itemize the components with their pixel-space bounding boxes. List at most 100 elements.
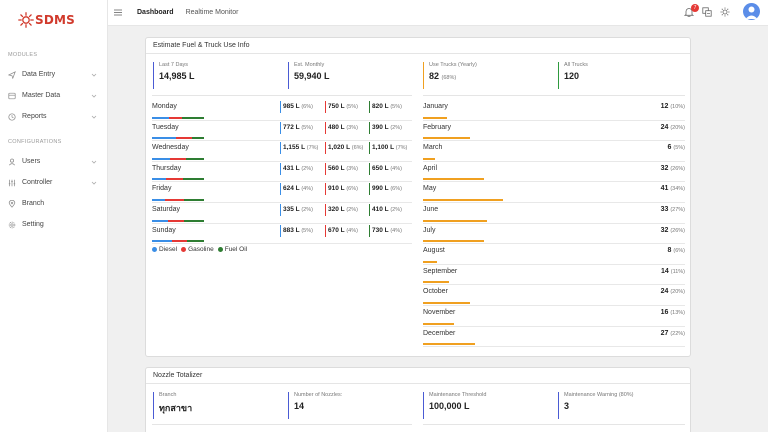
month-value: 8 (6%) xyxy=(668,247,685,254)
month-percent: (26%) xyxy=(670,227,685,234)
fuel-percent: (4%) xyxy=(346,227,358,234)
stat-use-trucks-yearly: Use Trucks (Yearly) 82 (68%) xyxy=(423,62,477,89)
stat-value: 14 xyxy=(294,401,305,411)
language-button[interactable] xyxy=(702,6,712,17)
fuel-percent: (2%) xyxy=(301,207,313,213)
stat-label: Use Trucks (Yearly) xyxy=(429,62,477,68)
diesel-cell: 624 L (4%) xyxy=(280,183,313,196)
chevron-down-icon xyxy=(91,73,97,77)
fuel-oil-cell: 990 L (6%) xyxy=(369,183,402,196)
theme-toggle-button[interactable] xyxy=(720,7,730,17)
gasoline-cell: 670 L (4%) xyxy=(325,224,358,237)
fuel-amount: 670 L xyxy=(328,226,345,234)
diesel-bar-segment xyxy=(152,219,169,222)
fuel-amount: 431 L xyxy=(283,164,300,172)
fuel-oil-cell: 410 L (2%) xyxy=(369,204,402,216)
database-icon xyxy=(8,92,16,99)
stat-label: Branch xyxy=(159,392,177,398)
gasoline-legend-dot xyxy=(181,247,187,252)
sidebar-item-controller[interactable]: Controller xyxy=(0,172,107,193)
legend-label: Gasoline xyxy=(188,246,214,253)
user-icon xyxy=(8,158,16,165)
chevron-down-icon xyxy=(91,94,97,98)
month-name: June xyxy=(423,206,439,213)
month-name: January xyxy=(423,103,448,110)
notification-button[interactable]: 7 xyxy=(683,3,699,17)
fuel-oil-bar-segment xyxy=(187,240,204,243)
month-row: October 24 (20%) xyxy=(423,285,685,306)
stat-label: Est. Monthly xyxy=(294,62,325,68)
sun-icon xyxy=(720,7,730,16)
month-name: December xyxy=(423,329,456,337)
diesel-bar-segment xyxy=(152,240,173,243)
card-title: Estimate Fuel & Truck Use Info xyxy=(146,38,690,54)
month-progress-bar xyxy=(423,178,485,181)
tab-dashboard[interactable]: Dashboard xyxy=(137,9,174,16)
stat-value: 59,940 L xyxy=(294,71,330,81)
fuel-percent: (5%) xyxy=(346,104,358,110)
fuel-oil-cell: 730 L (4%) xyxy=(369,224,402,237)
send-icon xyxy=(8,70,16,79)
day-row: Friday 624 L (4%) 910 L (6%) 990 L (6%) xyxy=(152,182,412,203)
stats-divider-left xyxy=(152,95,412,96)
month-count: 33 xyxy=(660,206,669,213)
fuel-oil-cell: 390 L (2%) xyxy=(369,121,402,134)
sidebar-item-users[interactable]: Users xyxy=(0,151,107,172)
day-fuel-bar xyxy=(152,240,204,243)
day-name: Sunday xyxy=(152,226,176,234)
month-row: May 41 (34%) xyxy=(423,182,685,203)
sidebar-item-label: Master Data xyxy=(22,92,61,99)
sidebar-item-data-entry[interactable]: Data Entry xyxy=(0,64,107,85)
diesel-bar-segment xyxy=(152,198,165,201)
fuel-truck-card: Estimate Fuel & Truck Use Info xyxy=(145,37,691,357)
month-row: September 14 (11%) xyxy=(423,265,685,286)
fuel-percent: (5%) xyxy=(301,124,313,131)
stat-value: 100,000 L xyxy=(429,401,470,411)
stat-label: Maintenance Threshold xyxy=(429,392,487,398)
month-progress-bar xyxy=(423,219,487,222)
chevron-down-icon xyxy=(91,181,97,185)
app-logo[interactable]: SDMS xyxy=(0,0,107,34)
tab-realtime-monitor[interactable]: Realtime Monitor xyxy=(185,9,239,16)
legend-label: Diesel xyxy=(159,246,178,253)
gasoline-bar-segment xyxy=(165,198,184,201)
fuel-percent: (3%) xyxy=(346,165,358,172)
fuel-oil-bar-segment xyxy=(183,219,204,222)
fuel-amount: 560 L xyxy=(328,164,345,172)
day-fuel-bar xyxy=(152,178,204,181)
stat-label: Maintenance Warning (80%) xyxy=(564,392,634,398)
month-percent: (20%) xyxy=(670,289,685,296)
fuel-percent: (3%) xyxy=(346,124,358,131)
month-progress-bar xyxy=(423,343,475,346)
month-name: March xyxy=(423,144,443,152)
fuel-amount: 910 L xyxy=(328,185,345,193)
stat-label: All Trucks xyxy=(564,62,588,68)
stat-percent: (68%) xyxy=(441,75,457,81)
gasoline-bar-segment xyxy=(169,116,183,119)
top-bar: Dashboard Realtime Monitor 7 xyxy=(108,0,768,26)
day-row: Wednesday 1,155 L (7%) 1,020 L (6%) 1,100 L… xyxy=(152,141,412,162)
month-name: August xyxy=(423,247,445,255)
sidebar-item-branch[interactable]: Branch xyxy=(0,193,107,214)
fuel-oil-legend-dot xyxy=(217,247,223,252)
fuel-amount: 320 L xyxy=(328,206,345,213)
sidebar-item-master-data[interactable]: Master Data xyxy=(0,85,107,106)
month-value: 24 (20%) xyxy=(661,288,685,295)
month-name: October xyxy=(423,288,448,296)
gasoline-bar-segment xyxy=(170,157,187,160)
month-percent: (26%) xyxy=(670,165,685,172)
day-row: Thursday 431 L (2%) 560 L (3%) 650 L (4%) xyxy=(152,162,412,183)
stat-all-trucks: All Trucks 120 xyxy=(558,62,588,89)
month-value: 12 (10%) xyxy=(661,103,685,110)
menu-icon[interactable] xyxy=(114,9,122,16)
month-percent: (6%) xyxy=(673,248,685,255)
fuel-amount: 410 L xyxy=(372,206,389,213)
notification-badge: 7 xyxy=(691,3,699,12)
sidebar-item-reports[interactable]: Reports xyxy=(0,106,107,127)
gasoline-bar-segment xyxy=(165,178,184,181)
fuel-oil-bar-segment xyxy=(191,137,204,140)
month-name: September xyxy=(423,267,458,275)
avatar[interactable] xyxy=(743,3,760,20)
sidebar-item-setting[interactable]: Setting xyxy=(0,214,107,235)
fuel-percent: (6%) xyxy=(301,104,313,110)
